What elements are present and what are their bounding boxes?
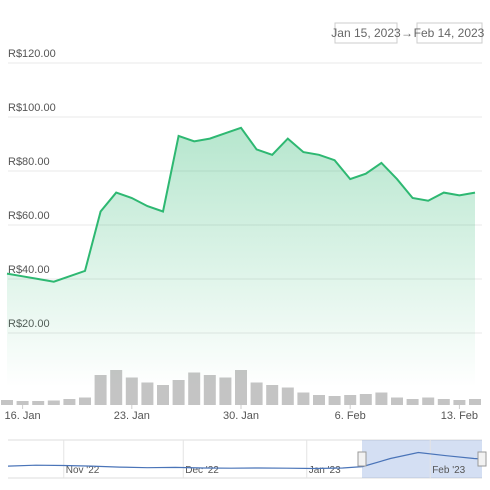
volume-bar [266,385,279,405]
volume-bar [328,396,341,405]
volume-bar [157,385,169,405]
volume-bar [47,400,60,405]
navigator-line [7,451,483,470]
x-tick-label: 16. Jan [5,410,41,422]
range-to[interactable]: Feb 14, 2023 [414,26,485,40]
volume-bar [422,397,435,405]
navigator-handle[interactable] [477,451,487,467]
range-from[interactable]: Jan 15, 2023 [331,26,401,40]
volume-bar [1,400,13,405]
volume-bar [359,394,372,405]
navigator-handle[interactable] [357,451,367,467]
volume-bar [297,392,310,405]
volume-bar [79,397,91,405]
navigator-selection[interactable] [362,440,482,478]
volume-bar [313,395,325,405]
navigator-tick-label: Dec '22 [185,465,219,476]
price-area [7,127,475,388]
y-tick-label: R$120.00 [8,48,56,60]
volume-bar [281,387,294,405]
volume-bar [63,399,76,405]
volume-bar [141,382,154,405]
navigator-tick-label: Nov '22 [66,465,100,476]
volume-bar [469,399,481,405]
volume-bar [437,399,450,405]
range-to-box[interactable] [416,22,483,44]
x-tick-label: 13. Feb [441,410,478,422]
volume-bar [250,382,263,405]
x-tick-label: 6. Feb [335,410,366,422]
volume-bar [16,401,29,405]
y-tick-label: R$100.00 [8,102,56,114]
volume-bar [391,397,403,405]
navigator-tick-label: Jan '23 [309,465,341,476]
volume-bar [344,395,357,405]
range-separator: → [401,26,413,40]
volume-bar [32,401,45,405]
x-tick-label: 30. Jan [223,410,259,422]
volume-bar [375,392,388,405]
volume-bar [453,400,466,405]
y-tick-label: R$80.00 [8,156,50,168]
y-tick-label: R$60.00 [8,210,50,222]
y-tick-label: R$40.00 [8,264,50,276]
price-line [6,126,476,283]
navigator-tick-label: Feb '23 [432,465,465,476]
range-from-box[interactable] [334,22,398,44]
x-tick-label: 23. Jan [114,410,150,422]
volume-bar [406,399,419,405]
